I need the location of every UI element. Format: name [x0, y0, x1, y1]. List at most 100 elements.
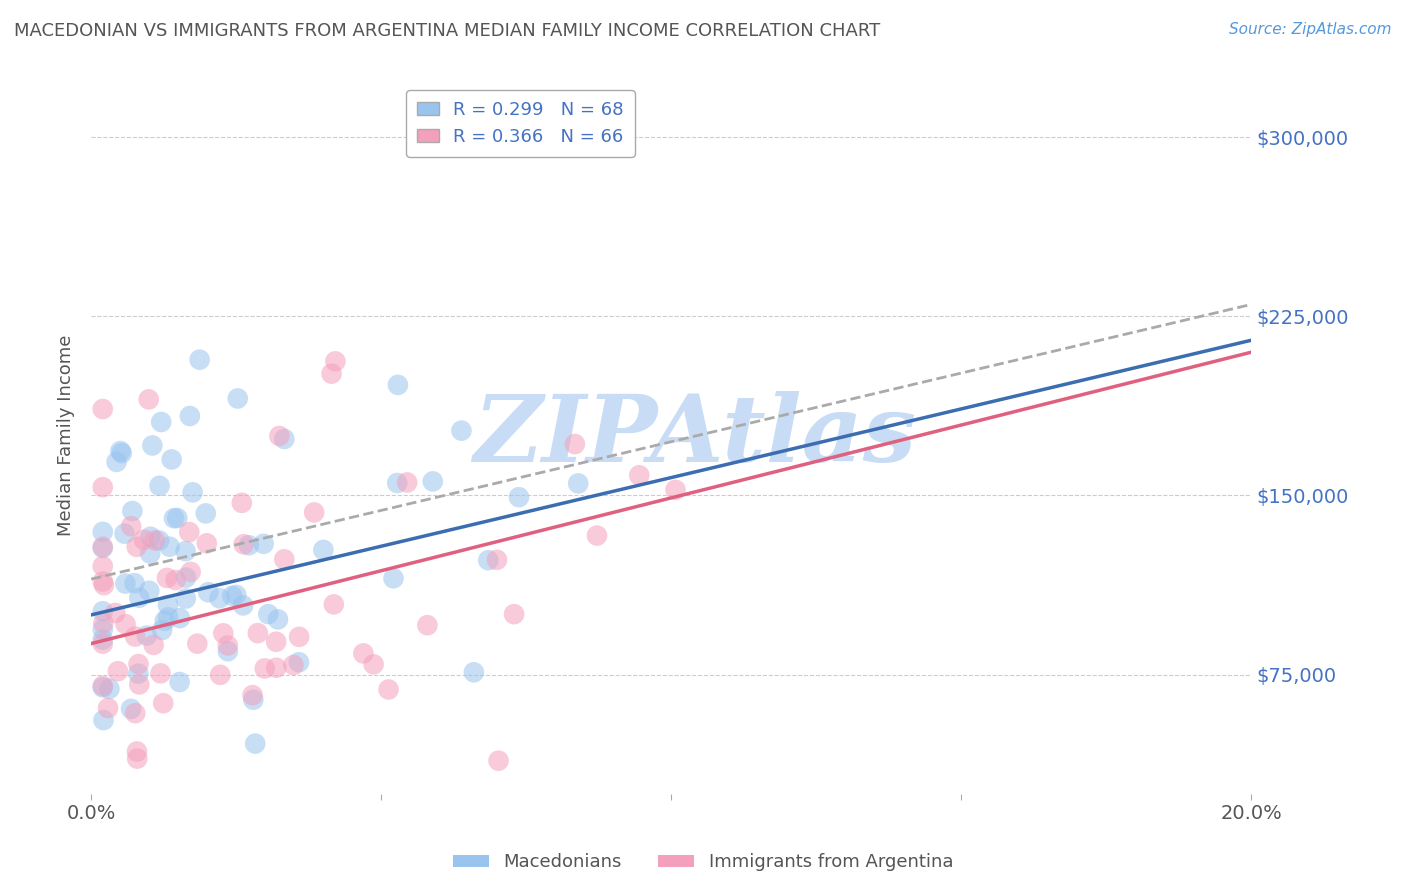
Point — [586, 528, 609, 542]
Point — [138, 583, 160, 598]
Point — [114, 526, 136, 541]
Point — [159, 540, 181, 554]
Point — [267, 612, 290, 626]
Point — [93, 578, 115, 592]
Point — [132, 533, 155, 547]
Point — [288, 630, 311, 644]
Point — [387, 475, 409, 490]
Point — [477, 553, 499, 567]
Point — [181, 485, 204, 500]
Point — [91, 524, 114, 539]
Point — [416, 618, 439, 632]
Point — [91, 604, 114, 618]
Point — [120, 702, 142, 716]
Point — [174, 544, 197, 558]
Point — [139, 530, 162, 544]
Text: MACEDONIAN VS IMMIGRANTS FROM ARGENTINA MEDIAN FAMILY INCOME CORRELATION CHART: MACEDONIAN VS IMMIGRANTS FROM ARGENTINA … — [14, 22, 880, 40]
Point — [363, 657, 385, 672]
Y-axis label: Median Family Income: Median Family Income — [58, 335, 75, 536]
Point — [209, 668, 232, 682]
Point — [128, 677, 150, 691]
Point — [120, 519, 142, 533]
Point — [111, 446, 134, 460]
Point — [377, 682, 399, 697]
Point — [110, 444, 132, 458]
Point — [186, 637, 208, 651]
Point — [322, 598, 344, 612]
Point — [221, 589, 243, 603]
Point — [225, 588, 247, 602]
Point — [283, 658, 305, 673]
Point — [450, 424, 472, 438]
Point — [174, 571, 197, 585]
Point — [422, 475, 444, 489]
Point — [91, 402, 114, 417]
Point — [208, 591, 231, 606]
Point — [91, 622, 114, 636]
Point — [124, 706, 146, 721]
Point — [352, 647, 374, 661]
Point — [231, 496, 253, 510]
Point — [149, 666, 172, 681]
Point — [91, 679, 114, 693]
Point — [485, 553, 508, 567]
Point — [152, 696, 174, 710]
Point — [312, 543, 335, 558]
Point — [128, 591, 150, 605]
Point — [212, 626, 235, 640]
Point — [266, 661, 288, 675]
Point — [107, 665, 129, 679]
Point — [139, 547, 162, 561]
Point — [242, 688, 264, 702]
Point — [156, 571, 179, 585]
Point — [253, 537, 276, 551]
Point — [114, 617, 136, 632]
Point — [127, 751, 149, 765]
Point — [217, 644, 239, 658]
Point — [157, 827, 180, 841]
Point — [382, 571, 405, 585]
Point — [150, 415, 173, 429]
Point — [503, 607, 526, 622]
Point — [91, 637, 114, 651]
Point — [160, 452, 183, 467]
Point — [114, 576, 136, 591]
Point — [628, 468, 651, 483]
Point — [91, 632, 114, 647]
Point — [564, 437, 586, 451]
Point — [246, 626, 269, 640]
Point — [269, 429, 291, 443]
Point — [91, 540, 114, 554]
Point — [396, 475, 419, 490]
Point — [273, 432, 295, 446]
Point — [242, 692, 264, 706]
Point — [91, 574, 114, 589]
Point — [150, 623, 173, 637]
Point — [157, 610, 180, 624]
Point — [567, 476, 589, 491]
Point — [508, 490, 530, 504]
Point — [217, 639, 239, 653]
Point — [169, 611, 191, 625]
Point — [325, 354, 347, 368]
Point — [91, 559, 114, 574]
Point — [288, 655, 311, 669]
Point — [302, 505, 325, 519]
Point — [664, 483, 686, 497]
Point — [166, 511, 188, 525]
Point — [127, 666, 149, 681]
Legend: Macedonians, Immigrants from Argentina: Macedonians, Immigrants from Argentina — [446, 847, 960, 879]
Point — [165, 573, 187, 587]
Point — [232, 537, 254, 551]
Point — [179, 525, 201, 540]
Point — [264, 634, 287, 648]
Point — [232, 599, 254, 613]
Point — [91, 541, 114, 555]
Point — [387, 377, 409, 392]
Point — [105, 455, 128, 469]
Point — [91, 480, 114, 494]
Point — [98, 681, 121, 696]
Point — [197, 585, 219, 599]
Point — [153, 614, 176, 628]
Point — [97, 701, 120, 715]
